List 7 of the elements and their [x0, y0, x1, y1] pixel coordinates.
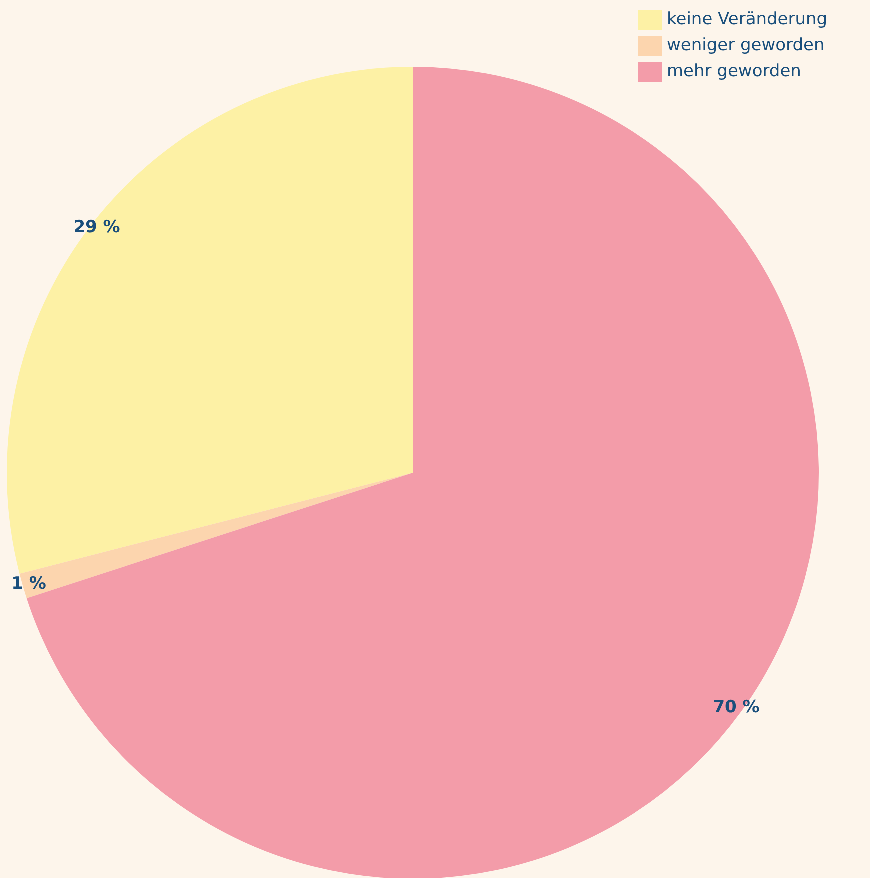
data-label: 1 % — [12, 574, 46, 594]
data-label: 70 % — [713, 698, 760, 718]
legend-label: weniger geworden — [667, 36, 825, 56]
legend-label: mehr geworden — [667, 62, 802, 82]
legend-label: keine Veränderung — [667, 10, 828, 30]
data-label: 29 % — [74, 218, 120, 238]
pie-slice — [7, 67, 413, 574]
